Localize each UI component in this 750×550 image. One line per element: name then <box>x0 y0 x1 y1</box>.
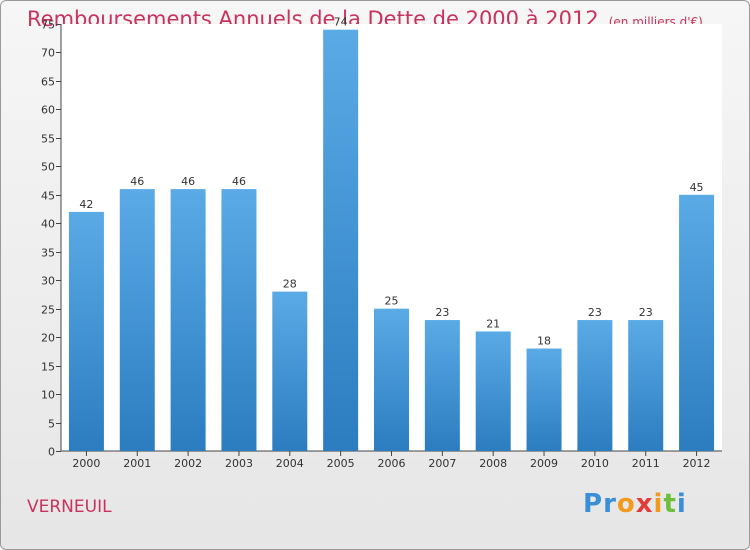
x-tick-label: 2006 <box>378 457 406 470</box>
x-tick-label: 2001 <box>123 457 151 470</box>
bar-value-label: 28 <box>283 278 297 291</box>
bar <box>475 331 511 451</box>
brand-letter: i <box>676 489 687 519</box>
bar <box>577 320 613 451</box>
bar-value-label: 23 <box>639 306 653 319</box>
bar <box>119 189 155 451</box>
bar-value-label: 18 <box>537 335 551 348</box>
brand-letter: o <box>616 489 636 519</box>
bar-value-label: 23 <box>588 306 602 319</box>
x-tick-label: 2000 <box>72 457 100 470</box>
x-tick-label: 2012 <box>683 457 711 470</box>
bar-value-label: 42 <box>79 198 93 211</box>
bar <box>628 320 664 451</box>
brand-letter: P <box>583 489 604 519</box>
bar <box>221 189 257 451</box>
brand-logo: Proxiti <box>583 489 687 519</box>
y-tick-label: 45 <box>41 190 55 203</box>
x-tick-label: 2004 <box>276 457 304 470</box>
x-tick-label: 2010 <box>581 457 609 470</box>
y-tick-label: 65 <box>41 76 55 89</box>
bar-value-label: 21 <box>486 317 500 330</box>
bar <box>526 348 562 451</box>
y-tick-label: 25 <box>41 304 55 317</box>
y-tick-label: 5 <box>48 418 55 431</box>
bar <box>170 189 206 451</box>
bar <box>68 211 104 451</box>
x-tick-label: 2003 <box>225 457 253 470</box>
x-tick-label: 2011 <box>632 457 660 470</box>
bar-value-label: 25 <box>385 295 399 308</box>
brand-letter: x <box>635 489 654 519</box>
bar-value-label: 23 <box>435 306 449 319</box>
y-tick-label: 15 <box>41 361 55 374</box>
y-tick-label: 20 <box>41 332 55 345</box>
bar <box>272 291 308 451</box>
bar <box>374 308 409 451</box>
bar-value-label: 46 <box>232 175 246 188</box>
bar <box>323 29 359 452</box>
brand-letter: i <box>653 489 664 519</box>
y-tick-label: 10 <box>41 389 55 402</box>
bar-value-label: 74 <box>334 16 348 29</box>
bar-value-label: 45 <box>690 181 704 194</box>
y-tick-label: 50 <box>41 161 55 174</box>
commune-name: VERNEUIL <box>27 497 112 517</box>
bar-value-label: 46 <box>130 175 144 188</box>
y-tick-label: 30 <box>41 275 55 288</box>
x-tick-label: 2002 <box>174 457 202 470</box>
y-tick-label: 70 <box>41 47 55 60</box>
y-tick-label: 35 <box>41 247 55 260</box>
brand-letter: t <box>663 489 677 519</box>
bar-value-label: 46 <box>181 175 195 188</box>
y-tick-label: 60 <box>41 104 55 117</box>
y-tick-label: 40 <box>41 218 55 231</box>
x-tick-label: 2005 <box>327 457 355 470</box>
bar <box>679 194 715 452</box>
y-tick-label: 75 <box>41 19 55 32</box>
x-tick-label: 2007 <box>428 457 456 470</box>
x-tick-label: 2009 <box>530 457 558 470</box>
y-tick-label: 55 <box>41 133 55 146</box>
y-tick-label: 0 <box>48 446 55 459</box>
x-tick-label: 2008 <box>479 457 507 470</box>
bar <box>424 320 460 451</box>
brand-letter: r <box>603 489 617 519</box>
